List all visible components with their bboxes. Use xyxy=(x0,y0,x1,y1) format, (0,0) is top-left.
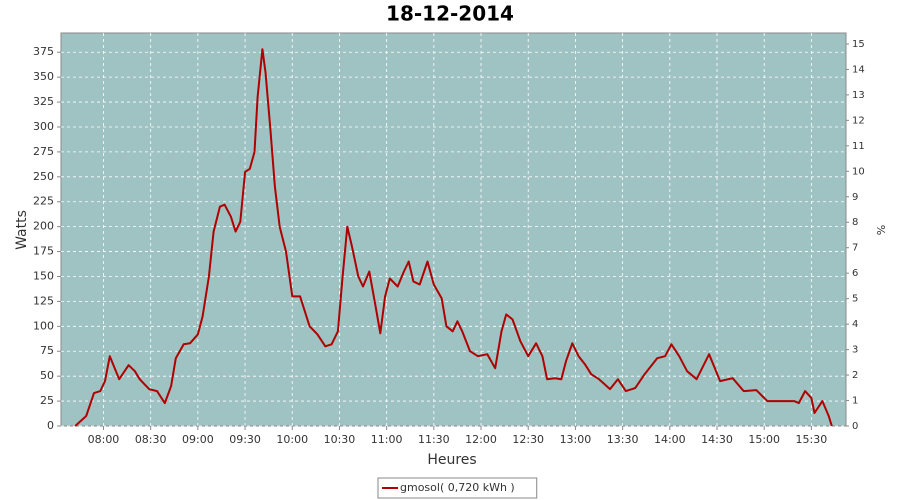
y2-tick-label: 2 xyxy=(852,370,858,381)
y2-tick-label: 5 xyxy=(852,294,858,305)
line-series xyxy=(74,48,833,427)
y-tick-label: 100 xyxy=(33,319,54,332)
x-tick-label: 15:00 xyxy=(748,433,780,446)
y2-tick-label: 12 xyxy=(852,115,865,126)
legend-label: gmosol( 0,720 kWh ) xyxy=(400,481,515,494)
y-tick-label: 75 xyxy=(40,344,54,357)
y-tick-label: 350 xyxy=(33,70,54,83)
legend-box xyxy=(377,477,538,499)
x-tick-label: 09:30 xyxy=(229,433,261,446)
y-tick-label: 225 xyxy=(33,195,54,208)
x-tick-label: 13:00 xyxy=(560,433,592,446)
x-tick-label: 13:30 xyxy=(607,433,639,446)
y-tick-label: 200 xyxy=(33,220,54,233)
y2-tick-label: 14 xyxy=(852,64,865,75)
y-tick-label: 0 xyxy=(47,419,54,432)
y2-tick-label: 13 xyxy=(852,90,865,101)
x-tick-label: 11:00 xyxy=(371,433,403,446)
y2-tick-label: 8 xyxy=(852,217,858,228)
y2-axis-label: % xyxy=(875,225,888,235)
y2-tick-label: 15 xyxy=(852,39,865,50)
plot-area xyxy=(60,32,847,427)
x-tick-label: 08:30 xyxy=(135,433,167,446)
y-tick-label: 175 xyxy=(33,245,54,258)
y-tick-label: 25 xyxy=(40,394,54,407)
y-tick-label: 275 xyxy=(33,145,54,158)
x-tick-label: 14:00 xyxy=(654,433,686,446)
y-axis-label: Watts xyxy=(14,210,30,250)
x-tick-label: 08:00 xyxy=(88,433,120,446)
x-tick-label: 10:00 xyxy=(276,433,308,446)
x-tick-label: 12:30 xyxy=(512,433,544,446)
chart-title: 18-12-2014 xyxy=(386,2,514,26)
y-tick-label: 300 xyxy=(33,120,54,133)
y-tick-label: 325 xyxy=(33,95,54,108)
x-tick-label: 11:30 xyxy=(418,433,450,446)
y2-tick-label: 9 xyxy=(852,192,858,203)
y2-tick-label: 6 xyxy=(852,268,858,279)
x-tick-label: 12:00 xyxy=(465,433,497,446)
y2-tick-label: 7 xyxy=(852,243,858,254)
y-tick-label: 375 xyxy=(33,45,54,58)
y2-tick-label: 11 xyxy=(852,141,865,152)
y2-tick-label: 0 xyxy=(852,421,858,432)
x-tick-label: 15:30 xyxy=(796,433,828,446)
y2-tick-label: 4 xyxy=(852,319,858,330)
x-tick-label: 14:30 xyxy=(701,433,733,446)
y2-tick-label: 3 xyxy=(852,345,858,356)
legend-item: gmosol( 0,720 kWh ) xyxy=(377,477,538,499)
x-tick-label: 09:00 xyxy=(182,433,214,446)
x-tick-label: 10:30 xyxy=(324,433,356,446)
y-tick-label: 50 xyxy=(40,369,54,382)
y-tick-label: 150 xyxy=(33,269,54,282)
y2-tick-label: 1 xyxy=(852,396,858,407)
y-tick-label: 250 xyxy=(33,170,54,183)
x-axis-label: Heures xyxy=(427,452,476,468)
y2-tick-label: 10 xyxy=(852,166,865,177)
y-tick-label: 125 xyxy=(33,294,54,307)
